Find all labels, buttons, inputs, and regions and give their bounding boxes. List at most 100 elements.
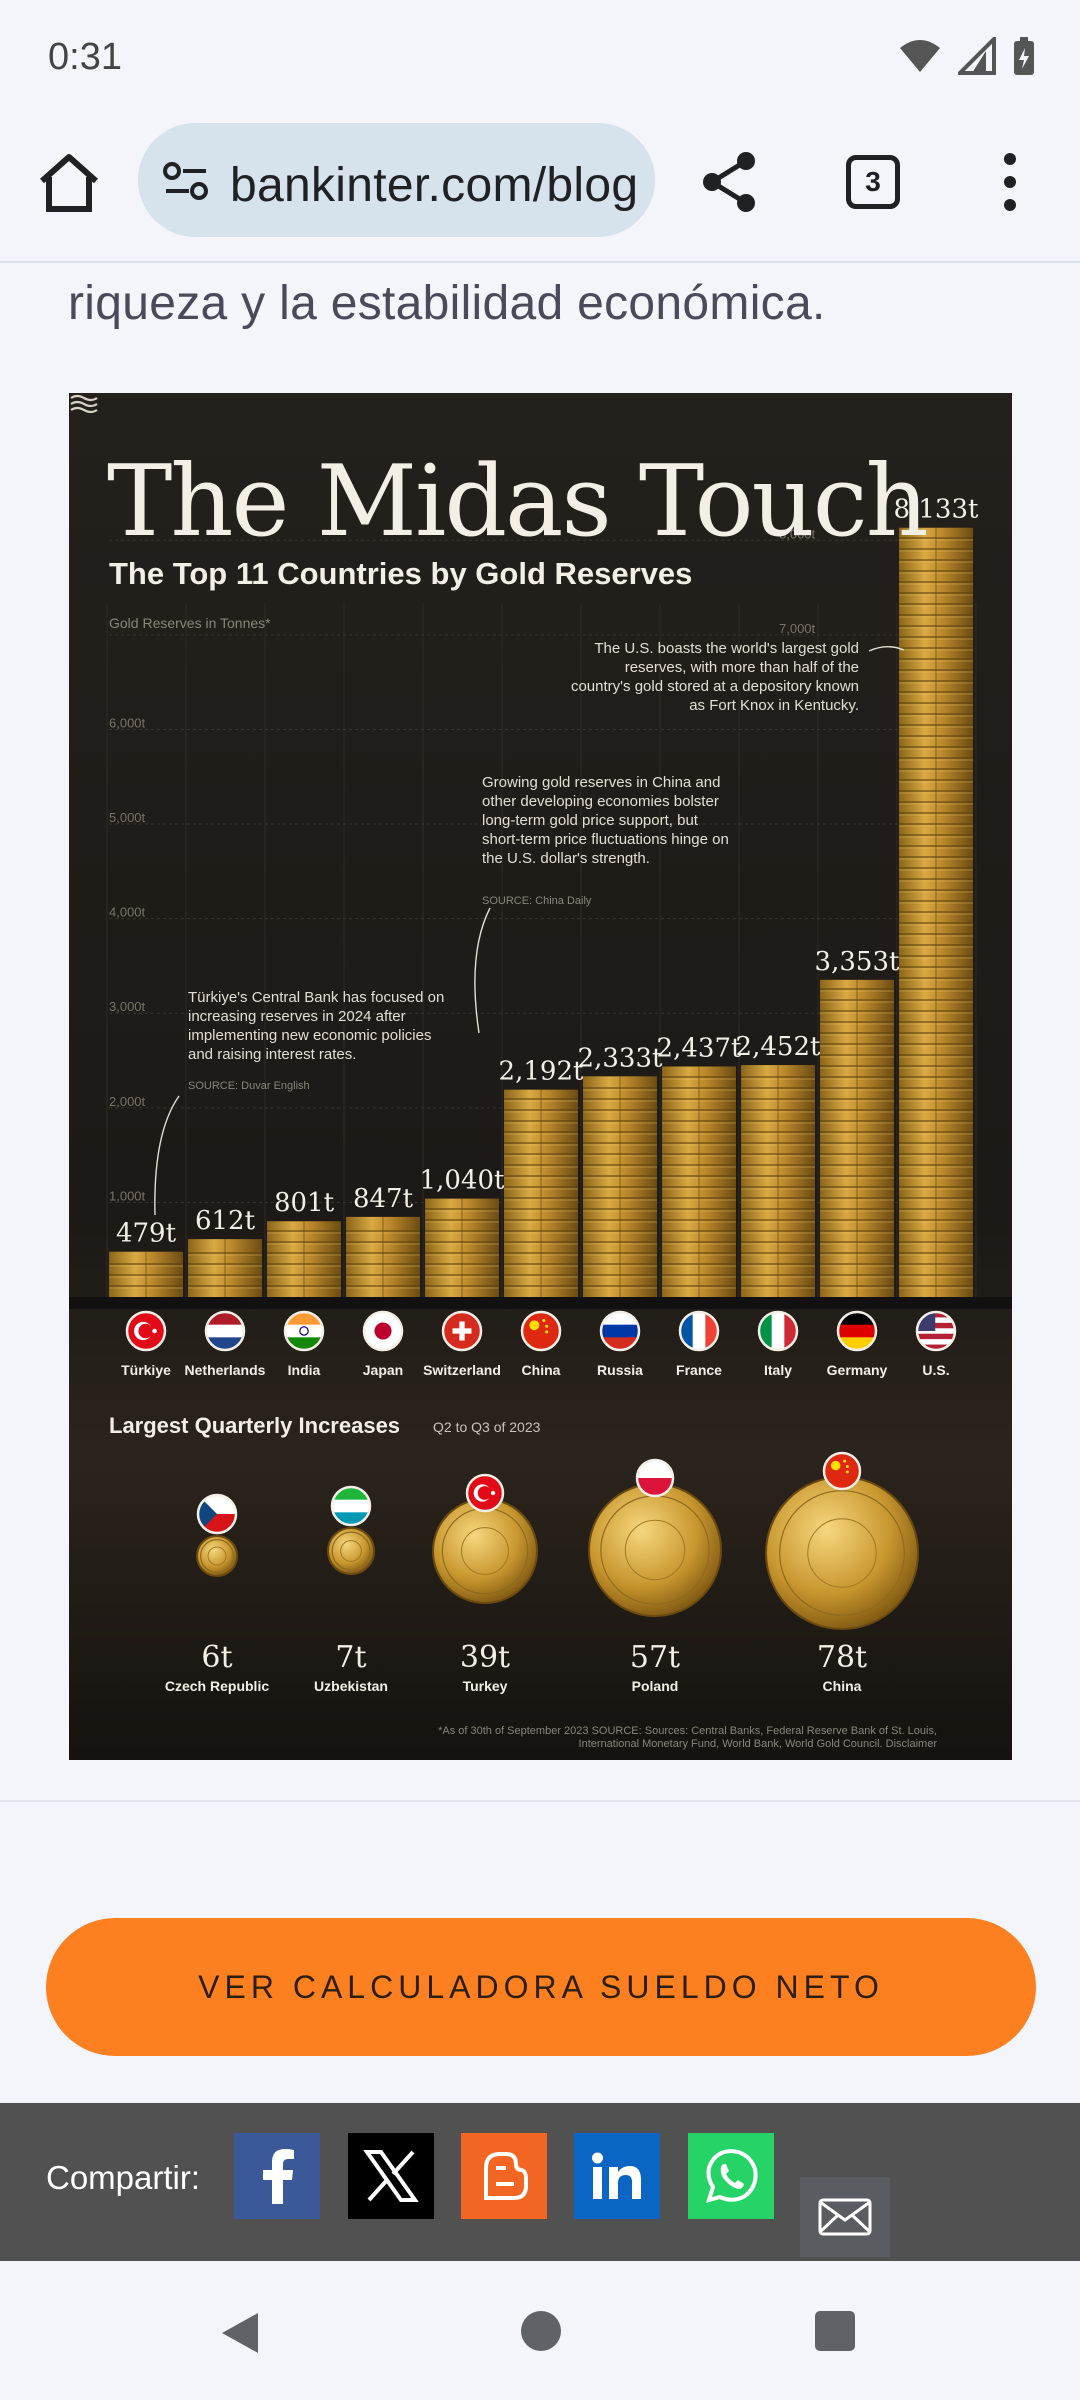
status-time: 0:31: [48, 36, 122, 78]
quarterly-increases-title: Largest Quarterly Increases: [109, 1413, 401, 1438]
y-tick-label: 8,000t: [779, 526, 816, 541]
battery-icon: [1014, 37, 1034, 75]
gold-bar-japan: [346, 1216, 420, 1297]
annotation-turkiye: Türkiye's Central Bank has focused on in…: [188, 989, 445, 1063]
x-tick-label: Switzerland: [423, 1362, 501, 1378]
tabs-icon[interactable]: 3: [846, 155, 900, 209]
mail-icon: [818, 2198, 872, 2236]
quarterly-country-label: China: [823, 1678, 862, 1694]
section-divider: [0, 1800, 1080, 1802]
bar-value-label: 2,333t: [578, 1043, 663, 1073]
y-tick-label: 5,000t: [109, 810, 146, 825]
bar-value-label: 1,040t: [420, 1166, 505, 1196]
gold-coin-china: [765, 1476, 919, 1630]
home-nav-button[interactable]: [521, 2311, 561, 2351]
bar-value-label: 801t: [274, 1188, 335, 1218]
facebook-share-button[interactable]: [234, 2133, 320, 2219]
share-label: Compartir:: [46, 2159, 201, 2196]
x-icon: [363, 2150, 419, 2202]
quarterly-country-label: Turkey: [463, 1678, 508, 1694]
url-text[interactable]: bankinter.com/blog: [230, 159, 639, 212]
quarterly-increases-subtitle: Q2 to Q3 of 2023: [433, 1419, 541, 1435]
whatsapp-icon: [706, 2148, 758, 2203]
quarterly-country-label: Uzbekistan: [314, 1678, 388, 1694]
status-bar: 0:31: [0, 0, 1080, 115]
annotation-arrow-turkiye: [154, 1095, 180, 1216]
quarterly-country-label: Czech Republic: [165, 1678, 269, 1694]
annotation-arrow-china: [474, 907, 491, 1034]
recents-nav-button[interactable]: [815, 2311, 855, 2351]
quarterly-country-label: Poland: [632, 1678, 679, 1694]
annotation-turkiye-source: SOURCE: Duvar English: [188, 1080, 310, 1092]
bar-value-label: 479t: [116, 1219, 177, 1249]
bar-value-label: 2,452t: [736, 1032, 821, 1062]
publisher-logo-icon: [70, 394, 98, 413]
gold-bar-germany: [820, 979, 894, 1297]
flag-poland-icon: [637, 1460, 673, 1496]
annotation-us: The U.S. boasts the world's largest gold…: [570, 640, 859, 714]
y-tick-label: 4,000t: [109, 905, 146, 920]
gold-reserves-infographic: 1,000t 2,000t 3,000t 4,000t 5,000t 6,000t 7,00…: [69, 393, 1012, 1760]
mail-share-button[interactable]: [800, 2177, 890, 2257]
flag-czechrepublic-icon: [198, 1495, 236, 1533]
gold-bar-france: [662, 1066, 736, 1297]
site-settings-icon[interactable]: [162, 161, 210, 201]
x-tick-label: Türkiye: [121, 1362, 171, 1378]
blogger-icon: [484, 2152, 528, 2200]
bar-value-label: 612t: [195, 1206, 256, 1236]
infographic-title: The Midas Touch: [107, 445, 929, 559]
back-icon[interactable]: [218, 2311, 260, 2355]
y-tick-label: 7,000t: [779, 621, 816, 636]
x-tick-label: Italy: [764, 1362, 792, 1378]
linkedin-share-button[interactable]: [574, 2133, 660, 2219]
whatsapp-share-button[interactable]: [688, 2133, 774, 2219]
gold-bar-netherlands: [188, 1239, 262, 1297]
status-icons: [898, 36, 1036, 76]
quarterly-value-label: 39t: [460, 1640, 510, 1675]
x-tick-label: Russia: [597, 1362, 643, 1378]
quarterly-value-label: 78t: [817, 1640, 867, 1675]
x-tick-label: U.S.: [922, 1362, 949, 1378]
y-tick-label: 1,000t: [109, 1188, 146, 1203]
annotation-arrow-us: [868, 646, 905, 652]
blogger-share-button[interactable]: [461, 2133, 547, 2219]
signal-icon: [958, 37, 996, 75]
bar-value-label: 2,437t: [657, 1033, 742, 1063]
quarterly-value-label: 7t: [335, 1640, 366, 1675]
y-axis-label: Gold Reserves in Tonnes*: [109, 615, 271, 631]
gold-reserves-chart: 1,000t 2,000t 3,000t 4,000t 5,000t 6,000t 7,00…: [69, 393, 1012, 1760]
net-salary-calculator-button[interactable]: VER CALCULADORA SUELDO NETO: [46, 1918, 1036, 2056]
annotation-china-source: SOURCE: China Daily: [482, 895, 592, 907]
flag-us-icon: [917, 1312, 955, 1350]
linkedin-icon: [592, 2152, 641, 2199]
gold-bar-trkiye: [109, 1251, 183, 1297]
y-tick-label: 3,000t: [109, 999, 146, 1014]
x-tick-label: India: [288, 1362, 321, 1378]
y-tick-label: 6,000t: [109, 715, 146, 730]
menu-icon[interactable]: [990, 149, 1030, 215]
annotation-china: Growing gold reserves in China and other…: [482, 774, 729, 867]
x-tick-label: Netherlands: [185, 1362, 266, 1378]
bar-value-label: 2,192t: [499, 1057, 584, 1087]
system-nav-bar: [0, 2261, 1080, 2400]
home-icon[interactable]: [36, 149, 102, 215]
gold-bar-switzerland: [425, 1198, 499, 1297]
bar-value-label: 8,133t: [894, 495, 979, 525]
wifi-icon: [900, 40, 940, 72]
quarterly-value-label: 6t: [201, 1640, 232, 1675]
gold-bar-india: [267, 1221, 341, 1297]
facebook-icon: [263, 2149, 294, 2204]
share-icon[interactable]: [700, 149, 760, 215]
x-share-button[interactable]: [348, 2133, 434, 2219]
gold-coin-uzbekistan: [327, 1527, 375, 1575]
infographic-footnote: *As of 30th of September 2023 SOURCE: So…: [438, 1725, 937, 1750]
gold-coin-poland: [588, 1483, 722, 1617]
url-bar[interactable]: bankinter.com/blog: [138, 123, 655, 237]
x-tick-label: France: [676, 1362, 722, 1378]
share-bar: Compartir:: [0, 2103, 1080, 2261]
x-tick-label: Japan: [363, 1362, 403, 1378]
gold-bar-china: [504, 1089, 578, 1297]
article-paragraph: riqueza y la estabilidad económica.: [68, 277, 826, 330]
gold-bar-us: [899, 527, 973, 1297]
quarterly-value-label: 57t: [630, 1640, 680, 1675]
